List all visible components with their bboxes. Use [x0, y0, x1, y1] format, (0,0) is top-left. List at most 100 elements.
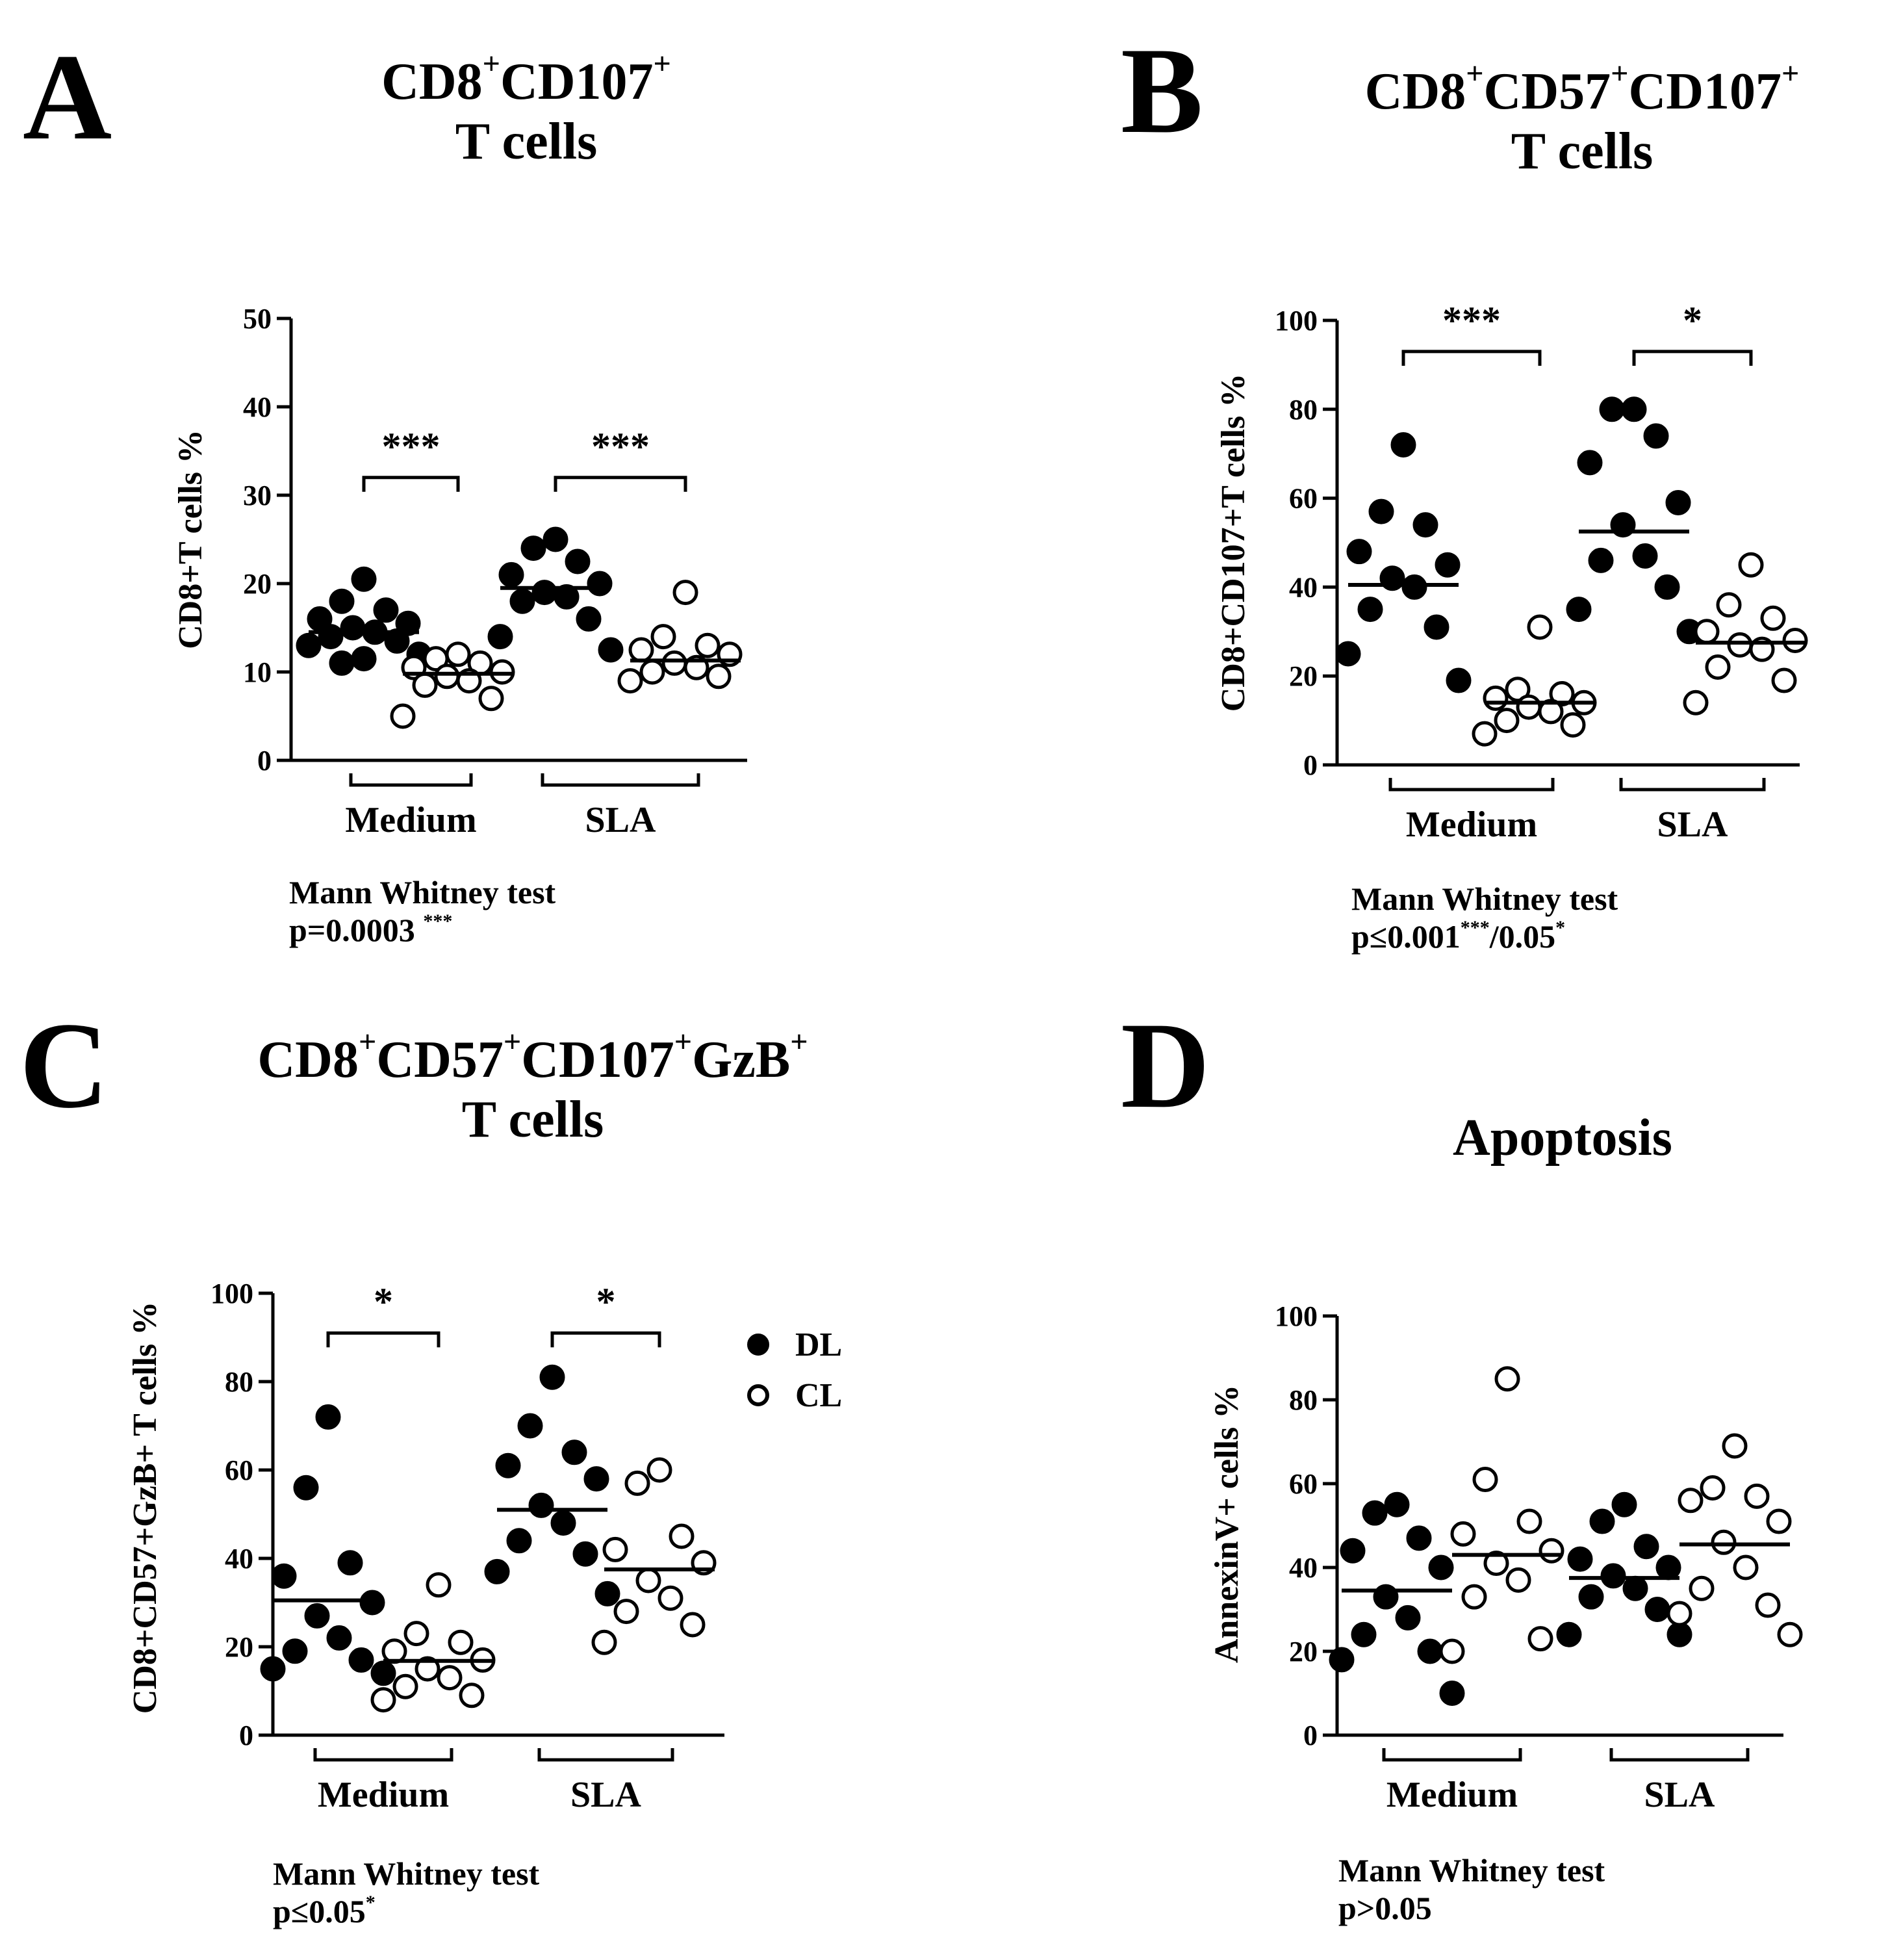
data-point-dl	[561, 1439, 587, 1465]
panel-b-stat: Mann Whitney test p≤0.001***/0.05*	[1351, 881, 1618, 955]
panel-c-title-part: CD57	[376, 1031, 504, 1089]
panel-a-title-line2: T cells	[455, 113, 598, 170]
panel-c-title-part: CD8	[257, 1031, 359, 1089]
data-point-dl	[359, 1590, 385, 1616]
y-tick-label: 100	[1275, 1300, 1318, 1332]
data-point-cl	[1744, 1483, 1770, 1509]
panel-c-title-part: CD107	[521, 1031, 674, 1089]
data-point-dl	[565, 548, 591, 574]
y-tick-label: 40	[1289, 1552, 1318, 1584]
legend-dl-marker	[747, 1334, 769, 1356]
significance-bracket	[362, 476, 460, 492]
data-point-cl	[426, 1572, 452, 1598]
x-tick-label: SLA	[570, 1775, 641, 1815]
y-axis-label: CD8+CD57+GzB+ T cells %	[127, 1302, 164, 1714]
data-point-dl	[1643, 423, 1669, 449]
data-point-cl	[1782, 627, 1808, 653]
data-point-cl	[1450, 1521, 1476, 1547]
panel-a-stat-sup: ***	[423, 910, 453, 932]
data-point-dl	[1357, 597, 1383, 623]
data-point-cl	[1494, 708, 1520, 734]
panel-b-title-part: CD57	[1483, 63, 1611, 120]
x-tick-label: SLA	[1657, 805, 1728, 845]
data-point-dl	[329, 650, 355, 676]
y-tick-label: 20	[1289, 660, 1318, 692]
panel-b-title-part: CD8	[1364, 63, 1466, 120]
data-point-dl	[1600, 1563, 1626, 1589]
x-group-bracket	[541, 773, 700, 787]
data-point-cl	[1755, 1592, 1781, 1618]
y-tick-label: 100	[1275, 305, 1318, 337]
data-point-dl	[1577, 450, 1603, 476]
data-point-cl	[459, 1683, 485, 1709]
data-point-dl	[498, 561, 524, 587]
data-point-dl	[1622, 1575, 1648, 1601]
panel-d-title-line1: Apoptosis	[1453, 1109, 1672, 1167]
data-point-dl	[1665, 489, 1691, 515]
data-point-dl	[326, 1625, 352, 1651]
data-point-cl	[1527, 614, 1553, 640]
significance-label: ***	[1442, 299, 1501, 342]
panel-c-stat-line1: Mann Whitney test	[273, 1855, 540, 1892]
y-tick-label: 20	[225, 1631, 253, 1663]
data-point-cl	[1777, 1621, 1803, 1647]
data-point-cl	[706, 664, 732, 690]
data-point-dl	[1335, 641, 1361, 667]
data-point-dl	[1390, 432, 1416, 458]
data-point-cl	[650, 624, 676, 650]
panel-b-title-sup: +	[1466, 56, 1484, 91]
data-point-cl	[1738, 552, 1764, 578]
data-point-dl	[351, 566, 377, 592]
y-axis-label: CD8+CD107+T cells %	[1215, 374, 1252, 712]
data-point-dl	[293, 1475, 319, 1501]
data-point-cl	[1472, 1467, 1498, 1493]
data-point-cl	[1711, 1529, 1737, 1555]
data-point-cl	[1505, 677, 1531, 703]
y-tick-label: 0	[1303, 1720, 1318, 1751]
data-point-cl	[1483, 1551, 1509, 1577]
data-point-dl	[1406, 1525, 1432, 1551]
data-point-dl	[1567, 1546, 1593, 1572]
data-point-dl	[1611, 1491, 1637, 1517]
data-point-dl	[282, 1638, 308, 1664]
panel-a-title-sup: +	[482, 46, 500, 81]
panel-a-title-sup: +	[653, 46, 671, 81]
data-point-dl	[1384, 1491, 1410, 1517]
data-point-dl	[307, 606, 333, 632]
data-point-dl	[1644, 1597, 1670, 1622]
data-point-dl	[1362, 1500, 1388, 1526]
data-point-dl	[1428, 1554, 1454, 1580]
data-point-cl	[403, 1621, 429, 1647]
data-point-cl	[1494, 1366, 1520, 1392]
panel-b-stat-line2b: /0.05	[1489, 918, 1556, 955]
data-point-cl	[669, 1523, 695, 1549]
data-point-cl	[1700, 1475, 1726, 1501]
data-point-cl	[448, 1629, 474, 1655]
data-point-dl	[1329, 1647, 1355, 1673]
panel-a-stat: Mann Whitney test p=0.0003 ***	[289, 874, 555, 949]
data-point-dl	[271, 1563, 297, 1589]
y-axis-label: CD8+T cells %	[172, 430, 209, 649]
data-point-dl	[1446, 667, 1472, 693]
data-point-dl	[517, 1413, 543, 1439]
y-tick-label: 20	[243, 568, 272, 600]
data-point-cl	[602, 1536, 628, 1562]
x-group-bracket	[1382, 1748, 1522, 1762]
data-point-dl	[539, 1364, 565, 1390]
data-point-dl	[373, 597, 399, 623]
data-point-cl	[613, 1599, 639, 1625]
data-point-cl	[1560, 712, 1586, 738]
y-tick-label: 20	[1289, 1636, 1318, 1668]
data-point-dl	[1589, 1508, 1615, 1534]
data-point-cl	[1439, 1638, 1465, 1664]
y-tick-label: 100	[211, 1278, 253, 1309]
data-point-dl	[1346, 539, 1372, 565]
y-tick-label: 80	[225, 1366, 253, 1398]
data-point-cl	[370, 1687, 396, 1713]
data-point-cl	[658, 1585, 683, 1611]
data-point-dl	[1439, 1681, 1465, 1706]
panel-c-title-line2: T cells	[461, 1091, 604, 1148]
